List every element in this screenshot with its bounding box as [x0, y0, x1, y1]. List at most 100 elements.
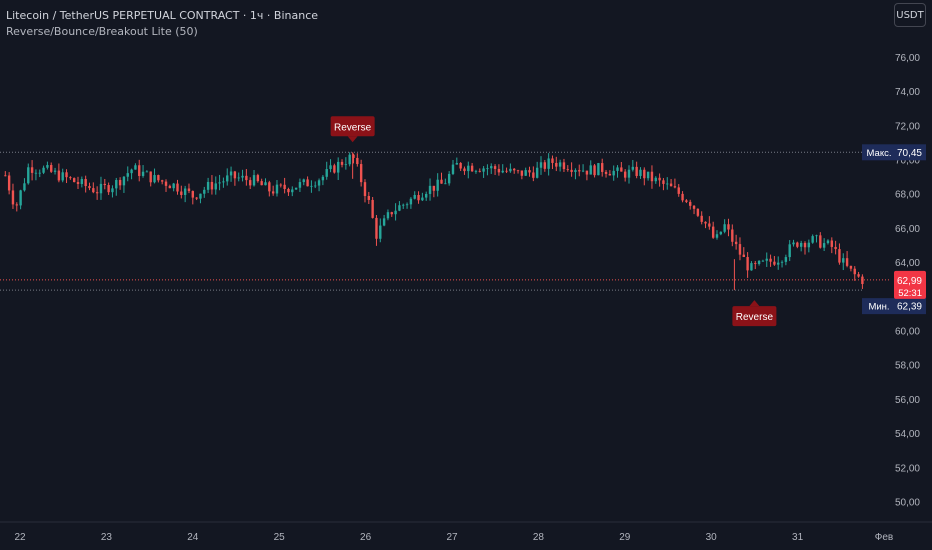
candle [23, 178, 26, 192]
candle [742, 247, 745, 258]
candle [558, 159, 562, 172]
candle [474, 169, 478, 174]
candle [436, 173, 439, 197]
candle [168, 184, 172, 189]
candle [685, 199, 688, 204]
x-tick-label: 29 [619, 532, 631, 543]
candle [646, 171, 650, 181]
candle [616, 165, 619, 178]
candle [4, 171, 7, 177]
candle [822, 238, 826, 251]
candle [754, 260, 757, 270]
candle [581, 164, 585, 173]
candle [229, 166, 233, 182]
candle [574, 168, 577, 180]
candle [180, 185, 183, 199]
candle [765, 252, 768, 267]
candle [796, 241, 799, 249]
x-tick-label: 22 [14, 532, 26, 543]
signal-text: Reverse [736, 312, 774, 323]
candle [681, 191, 684, 203]
x-tick-label: 24 [187, 532, 199, 543]
candle [486, 164, 489, 176]
candle [715, 230, 719, 240]
candle [780, 260, 784, 268]
candle [7, 172, 11, 195]
candle [15, 202, 18, 212]
y-tick-label: 68,00 [895, 190, 920, 201]
candle [30, 160, 34, 181]
candle [268, 180, 271, 197]
candle [46, 161, 49, 170]
candle [601, 158, 604, 177]
candle [826, 239, 830, 245]
currency-button[interactable]: USDT [894, 3, 926, 27]
candle [69, 176, 72, 180]
candle [398, 201, 401, 212]
indicator-name[interactable]: Reverse/Bounce/Breakout Lite (50) [6, 25, 198, 38]
candle [524, 167, 527, 176]
candle [275, 180, 279, 197]
candle [692, 205, 696, 215]
candle [490, 163, 493, 174]
candle [99, 176, 103, 200]
candle [130, 168, 133, 180]
candle [792, 239, 795, 247]
candle [241, 169, 244, 182]
candle [27, 163, 30, 185]
candle [390, 211, 393, 217]
candle [245, 169, 248, 186]
candle [604, 169, 608, 178]
signal-label[interactable]: Reverse [732, 300, 777, 327]
candle [157, 174, 160, 183]
candle [451, 160, 455, 176]
min-price-label: Мин. 62,39 [862, 298, 926, 315]
candle [612, 165, 615, 181]
candle [191, 190, 194, 205]
candle [555, 156, 558, 172]
candle [294, 187, 298, 190]
signal-text: Reverse [334, 122, 372, 133]
candle [643, 167, 646, 186]
x-tick-label: 31 [792, 532, 804, 543]
max-price-label: Макс. 70,45 [862, 144, 926, 161]
candle [348, 152, 351, 167]
candle [50, 162, 53, 173]
candle [405, 202, 409, 209]
y-tick-label: 52,00 [895, 463, 920, 474]
candle [535, 161, 539, 179]
candle [585, 170, 589, 181]
candle [153, 168, 156, 184]
candle [673, 178, 677, 189]
candle [696, 208, 700, 218]
candle [799, 240, 803, 252]
candle [853, 266, 856, 281]
y-tick-label: 60,00 [895, 327, 920, 338]
candle [279, 183, 283, 188]
candle [92, 182, 95, 194]
candle [298, 178, 302, 193]
candle [516, 169, 520, 174]
signal-label[interactable]: Reverse [330, 116, 375, 143]
candle [834, 240, 837, 255]
candle [76, 176, 80, 189]
candle [371, 197, 374, 219]
candle [501, 164, 504, 174]
svg-text:Мин.: Мин. [868, 302, 889, 313]
candle [107, 182, 110, 195]
candle [539, 156, 543, 175]
x-tick-label: 25 [274, 532, 286, 543]
candle [669, 178, 673, 187]
x-tick-label: 28 [533, 532, 545, 543]
candle [248, 177, 252, 189]
candle [314, 181, 317, 189]
candle [256, 173, 260, 183]
candle [815, 234, 818, 243]
candle [252, 170, 256, 187]
candle [631, 159, 635, 172]
candle [666, 177, 669, 190]
candle [375, 214, 378, 246]
candle [788, 240, 791, 262]
candle [233, 170, 237, 186]
